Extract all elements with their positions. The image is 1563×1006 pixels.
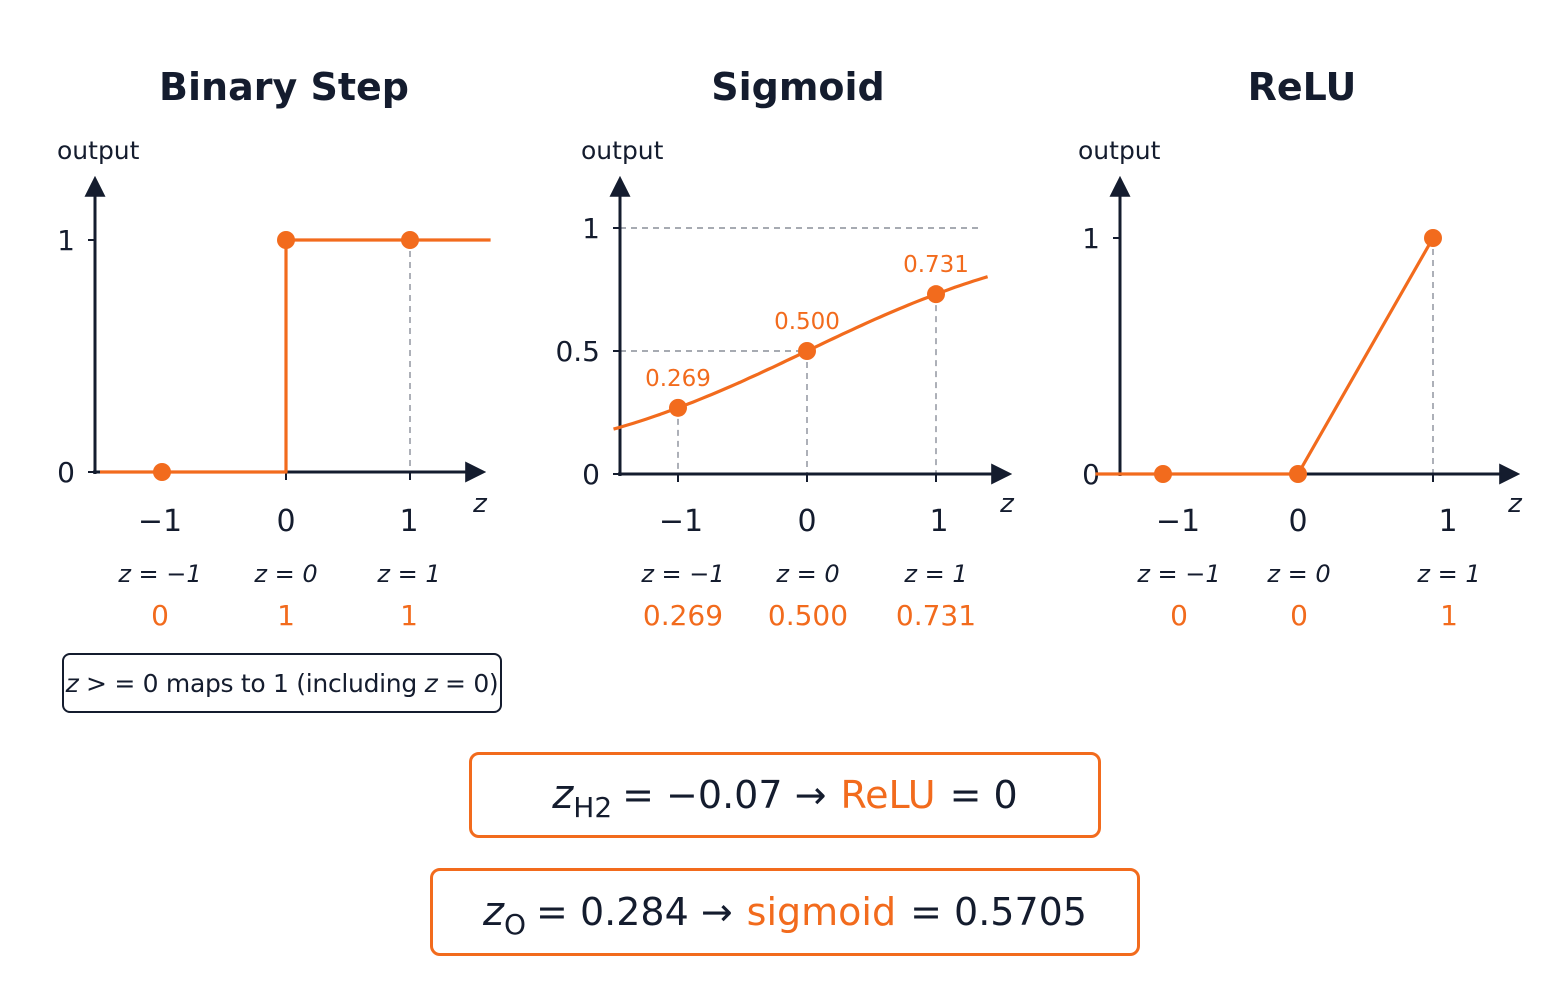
x-tick-label-neg1: −1 — [1156, 504, 1200, 539]
y-axis-label: output — [581, 136, 664, 165]
x-axis-label: z — [472, 489, 488, 519]
x-tick-label-0: 0 — [797, 504, 816, 539]
result-function: sigmoid — [746, 890, 897, 934]
result-subscript: H2 — [573, 790, 613, 824]
y-tick-label: 0 — [582, 458, 600, 491]
column-value: 1 — [1440, 599, 1458, 632]
column-header: z = 1 — [376, 560, 440, 588]
sigmoid-chart: Sigmoid output z −1 0 1 z = −1 z = 0 z =… — [555, 65, 1015, 632]
column-value: 0.731 — [896, 599, 976, 632]
column-value: 0.269 — [643, 599, 723, 632]
x-tick-label-1: 1 — [929, 504, 948, 539]
function-curve — [100, 238, 491, 474]
y-tick-label: 1 — [57, 224, 75, 257]
y-tick-label: 0 — [57, 456, 75, 489]
y-axis-label: output — [1078, 136, 1161, 165]
data-point — [1289, 465, 1307, 483]
data-point — [1154, 465, 1172, 483]
x-tick-label-neg1: −1 — [138, 504, 182, 539]
chart-title: Sigmoid — [711, 65, 885, 109]
result-output: = 0.5705 — [910, 890, 1087, 934]
column-value: 0.500 — [768, 599, 848, 632]
result-expression: = 0.284 → — [536, 890, 733, 934]
column-header: z = 1 — [903, 560, 967, 588]
x-axis-label: z — [999, 489, 1015, 519]
column-header: z = 0 — [253, 560, 317, 588]
note-var: z — [424, 668, 438, 698]
data-point — [153, 463, 171, 481]
column-header: z = −1 — [640, 560, 724, 588]
column-header: z = 1 — [1416, 560, 1480, 588]
column-header: z = −1 — [1136, 560, 1220, 588]
x-tick-label-1: 1 — [399, 504, 418, 539]
relu-chart: ReLU output z −1 0 1 z = −1 z = 0 z = 1 … — [1078, 65, 1523, 632]
x-tick-label-0: 0 — [276, 504, 295, 539]
column-value: 0 — [1290, 599, 1308, 632]
x-axis-label: z — [1507, 489, 1523, 519]
note-text-end: = 0) — [437, 668, 499, 698]
data-point — [1424, 229, 1442, 247]
column-header: z = 0 — [1266, 560, 1330, 588]
column-value: 0 — [1170, 599, 1188, 632]
data-point — [927, 285, 945, 304]
x-tick-label-neg1: −1 — [659, 504, 703, 539]
x-tick-label-0: 0 — [1288, 504, 1307, 539]
result-var: z — [483, 889, 504, 935]
column-value: 1 — [400, 599, 418, 632]
y-tick-label: 0 — [1082, 458, 1100, 491]
relu-result-box: z H2 = −0.07 → ReLU = 0 — [469, 752, 1101, 838]
result-output: = 0 — [949, 773, 1018, 817]
column-header: z = 0 — [775, 560, 839, 588]
result-var: z — [552, 772, 574, 818]
result-expression: = −0.07 → — [622, 773, 827, 817]
data-point — [277, 231, 295, 249]
binary-step-note: z > = 0 maps to 1 (including z = 0) — [62, 653, 502, 713]
data-point — [798, 342, 816, 360]
y-axis-label: output — [57, 136, 140, 165]
binary-step-chart: Binary Step output z −1 0 1 z = −1 z = 0… — [57, 65, 491, 632]
column-value: 1 — [277, 599, 295, 632]
data-point — [401, 231, 419, 249]
data-point — [669, 398, 687, 417]
result-function: ReLU — [840, 773, 936, 817]
chart-title: Binary Step — [159, 65, 409, 109]
point-value-label: 0.731 — [903, 252, 969, 278]
y-tick-label: 1 — [582, 212, 600, 245]
sigmoid-result-box: z O = 0.284 → sigmoid = 0.5705 — [430, 868, 1140, 956]
column-value: 0 — [151, 599, 169, 632]
x-tick-label-1: 1 — [1438, 504, 1457, 539]
note-text: > = 0 maps to 1 (including — [78, 668, 425, 698]
y-tick-label: 0.5 — [555, 335, 600, 368]
note-var: z — [65, 668, 79, 698]
function-curve — [1095, 237, 1435, 476]
point-value-label: 0.269 — [645, 366, 711, 392]
y-tick-label: 1 — [1082, 222, 1100, 255]
point-value-label: 0.500 — [774, 309, 840, 335]
result-subscript: O — [504, 907, 527, 941]
column-header: z = −1 — [117, 560, 201, 588]
chart-title: ReLU — [1248, 65, 1357, 109]
